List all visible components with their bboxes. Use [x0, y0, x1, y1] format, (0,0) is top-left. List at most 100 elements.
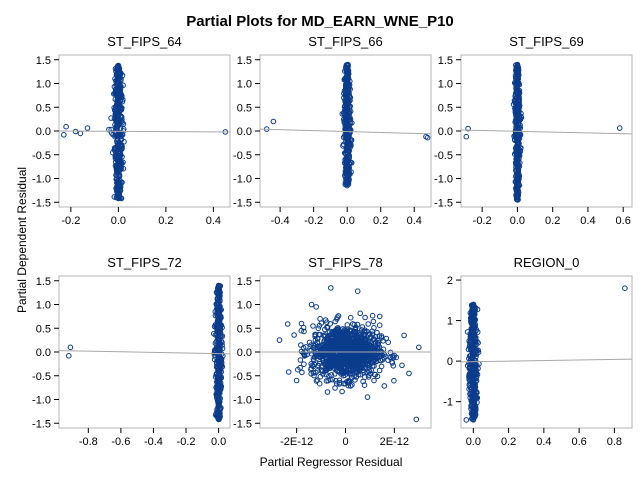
x-tick-label: -0.4	[271, 215, 290, 227]
y-tick-label: 0.0	[36, 347, 51, 359]
y-tick-label: 0.5	[438, 102, 453, 114]
data-point	[360, 378, 366, 385]
x-tick-label: 0.4	[206, 215, 221, 227]
data-point	[343, 125, 349, 131]
data-point	[66, 353, 72, 359]
data-point	[306, 339, 313, 346]
data-point	[345, 116, 352, 122]
data-point	[217, 326, 224, 332]
data-point	[116, 120, 123, 127]
data-point	[352, 347, 358, 354]
data-point	[119, 131, 125, 138]
x-tick-label: 0.0	[510, 215, 525, 227]
data-point	[342, 334, 348, 341]
data-point	[370, 318, 377, 325]
points-group	[463, 61, 623, 203]
data-point	[515, 133, 521, 140]
fit-line	[58, 350, 231, 355]
data-point	[347, 345, 354, 351]
chart-title: Partial Plots for MD_EARN_WNE_P10	[186, 13, 454, 30]
data-point	[216, 376, 223, 382]
data-point	[329, 376, 336, 383]
data-point	[318, 345, 325, 352]
data-point	[472, 339, 479, 345]
data-point	[328, 344, 335, 351]
data-point	[343, 159, 350, 166]
data-point	[471, 395, 478, 401]
data-point	[215, 311, 222, 318]
data-point	[341, 119, 348, 126]
panel-st_fips_69: ST_FIPS_69 -1.5 -1.0 -0.5 0.0 0.5 1.0 1.5 -0.2 0.…	[434, 34, 633, 227]
x-tick-label: 0.0	[466, 436, 481, 448]
data-point	[338, 362, 345, 368]
data-point	[118, 136, 124, 143]
data-point	[416, 344, 422, 351]
data-point	[313, 378, 320, 384]
data-point	[340, 141, 347, 148]
panel-st_fips_78: ST_FIPS_78 -1.5 -1.0 -0.5 0.0 0.5 1.0 1.5 -2E-12…	[233, 255, 432, 448]
data-point	[219, 345, 226, 352]
data-point	[344, 103, 351, 110]
data-point	[471, 376, 478, 382]
y-tick-label: 1.5	[237, 55, 252, 67]
data-point	[324, 389, 331, 395]
data-point	[214, 364, 221, 371]
data-point	[424, 134, 431, 141]
data-point	[469, 412, 476, 419]
data-point	[513, 167, 519, 174]
data-point	[469, 347, 475, 354]
data-point	[343, 171, 350, 177]
y-tick-label: 1.5	[438, 55, 453, 67]
data-point	[344, 176, 351, 182]
data-point	[327, 361, 334, 368]
data-point	[466, 360, 472, 367]
x-tick-label: 0.4	[407, 215, 422, 227]
data-point	[217, 346, 223, 352]
y-tick-label: -1.5	[434, 197, 453, 209]
data-point	[116, 80, 122, 87]
data-point	[114, 153, 121, 159]
data-point	[342, 364, 348, 371]
data-point	[215, 306, 221, 312]
data-point	[390, 354, 397, 361]
data-point	[108, 115, 114, 121]
x-tick-label: 0.0	[211, 436, 226, 448]
data-point	[341, 88, 348, 94]
data-point	[217, 289, 223, 296]
data-point	[108, 126, 114, 133]
y-tick-label: -0.5	[434, 150, 453, 162]
data-point	[358, 327, 365, 333]
data-point	[371, 347, 377, 354]
data-point	[354, 365, 360, 371]
y-tick-label: 0.0	[237, 347, 252, 359]
data-point	[215, 302, 221, 309]
data-point	[622, 285, 628, 292]
data-point	[347, 327, 354, 334]
y-tick-label: -1.0	[434, 174, 453, 186]
y-tick-label: 1.0	[237, 79, 252, 91]
data-point	[332, 318, 339, 325]
data-point	[215, 333, 222, 340]
points-group	[276, 285, 422, 423]
panel-st_fips_72: ST_FIPS_72 -1.5 -1.0 -0.5 0.0 0.5 1.0 1.5 -0.8 -0…	[32, 255, 231, 448]
data-point	[324, 341, 331, 348]
data-point	[470, 329, 477, 336]
data-point	[376, 322, 383, 329]
y-tick-label: -0.5	[233, 150, 252, 162]
data-point	[471, 318, 477, 325]
data-point	[389, 360, 396, 366]
data-point	[63, 123, 69, 130]
data-point	[344, 168, 350, 174]
data-point	[113, 90, 119, 96]
data-point	[365, 321, 372, 327]
x-tick-label: 0.4	[580, 215, 595, 227]
data-point	[360, 360, 367, 366]
data-point	[314, 335, 321, 342]
data-point	[321, 352, 328, 359]
data-point	[515, 170, 522, 177]
x-tick-label: -0.2	[177, 436, 196, 448]
data-point	[357, 310, 364, 317]
data-point	[515, 107, 521, 114]
data-point	[344, 72, 351, 79]
